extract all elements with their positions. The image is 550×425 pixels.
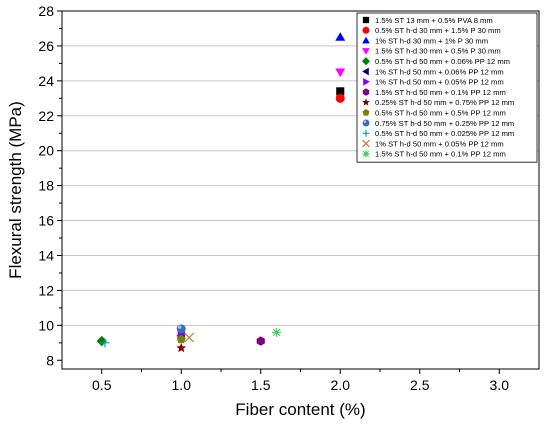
legend-marker-1 [362, 16, 370, 24]
legend-marker-8 [362, 88, 370, 96]
legend-marker-6 [362, 67, 369, 76]
legend-label-13: 1% ST h-d 50 mm + 0.05% PP 12 mm [375, 139, 504, 148]
data-point-series-14-b [272, 328, 281, 337]
y-tick-label: 22 [38, 108, 54, 124]
legend-marker-3 [362, 36, 370, 44]
legend-label-5: 0.5% ST h-d 50 mm + 0.06% PP 12 mm [375, 57, 510, 66]
data-point-series-9 [176, 342, 187, 353]
x-tick-label: 1.0 [172, 377, 192, 393]
legend-label-9: 0.25% ST h-d 50 mm + 0.75% PP 12 mm [375, 98, 514, 107]
data-point-series-2 [335, 93, 345, 103]
legend-label-11: 0.75% ST h-d 50 mm + 0.25% PP 12 mm [375, 119, 514, 128]
data-point-series-4 [335, 68, 346, 78]
legend: 1.5% ST 13 mm + 0.5% PVA 8 mm0.5% ST h-d… [356, 12, 538, 163]
data-point-series-11-highlight [178, 325, 182, 329]
x-tick-label: 0.5 [92, 377, 112, 393]
x-tick-label: 1.5 [251, 377, 271, 393]
legend-marker-7 [363, 77, 370, 86]
legend-marker-2 [362, 26, 370, 34]
y-tick-label: 28 [38, 3, 54, 19]
legend-label-7: 1% ST h-d 50 mm + 0.05% PP 12 mm [375, 78, 504, 87]
y-tick-label: 26 [38, 38, 54, 54]
legend-label-10: 0.5% ST h-d 50 mm + 0.5% PP 12 mm [375, 109, 506, 118]
x-axis-title: Fiber content (%) [235, 400, 365, 419]
y-tick-label: 16 [38, 213, 54, 229]
data-point-series-3 [335, 32, 346, 41]
legend-marker-9 [362, 98, 370, 106]
legend-marker-14 [362, 150, 370, 158]
y-tick-label: 14 [38, 247, 54, 263]
legend-marker-12 [362, 129, 370, 137]
legend-label-4: 1.5% ST h-d 30 mm + 0.5% P 30 mm [375, 47, 501, 56]
legend-marker-11 [362, 119, 370, 127]
legend-label-6: 1% ST h-d 50 mm + 0.06% PP 12 mm [375, 67, 504, 76]
y-axis-title: Flexural strength (MPa) [6, 101, 25, 279]
data-point-series-13-b [184, 332, 195, 343]
legend-marker-14-b [362, 150, 370, 157]
legend-label-14: 1.5% ST h-d 50 mm + 0.1% PP 12 mm [375, 150, 506, 159]
legend-label-1: 1.5% ST 13 mm + 0.5% PVA 8 mm [375, 16, 493, 25]
y-tick-label: 8 [46, 352, 54, 368]
legend-marker-4 [362, 48, 370, 55]
legend-marker-5 [361, 57, 371, 66]
legend-marker-13-b [362, 139, 370, 148]
x-tick-label: 2.5 [410, 377, 430, 393]
y-tick-label: 24 [38, 73, 54, 89]
x-tick-label: 2.0 [331, 377, 351, 393]
legend-label-2: 0.5% ST h-d 30 mm + 1.5% P 30 mm [375, 26, 501, 35]
legend-box [356, 12, 538, 163]
legend-label-12: 0.5% ST h-d 50 mm + 0.025% PP 12 mm [375, 129, 514, 138]
data-point-series-11 [176, 324, 186, 334]
legend-label-8: 1.5% ST h-d 50 mm + 0.1% PP 12 mm [375, 88, 506, 97]
y-tick-label: 10 [38, 317, 54, 333]
data-point-series-14 [272, 327, 282, 337]
data-point-series-8 [256, 336, 265, 346]
legend-marker-10 [362, 109, 370, 116]
y-tick-label: 12 [38, 282, 54, 298]
y-tick-label: 18 [38, 178, 54, 194]
data-point-series-1 [336, 87, 345, 96]
legend-label-3: 1% ST h-d 30 mm + 1% P 30 mm [375, 36, 488, 45]
data-points [96, 32, 346, 353]
axes: 8 10 12 14 16 18 20 22 24 26 28 0.5 1.0 1.5 2.0 2.5 3.0 [38, 3, 509, 393]
y-tick-label: 20 [38, 143, 54, 159]
x-tick-label: 3.0 [490, 377, 510, 393]
data-point-series-10 [176, 334, 186, 344]
data-point-series-13 [184, 332, 195, 343]
data-point-series-12 [100, 338, 110, 348]
legend-marker-13 [362, 139, 370, 148]
legend-marker-11-highlight [363, 120, 366, 123]
